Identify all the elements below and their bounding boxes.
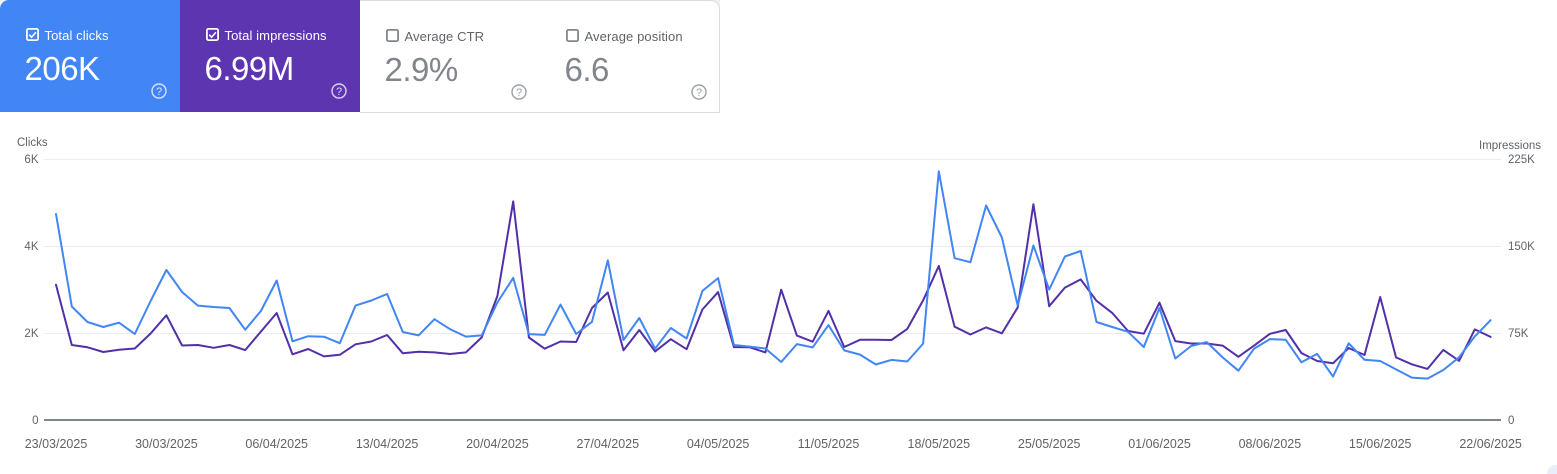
svg-text:18/05/2025: 18/05/2025 [908,437,971,451]
svg-text:Clicks: Clicks [17,137,48,149]
svg-text:11/05/2025: 11/05/2025 [798,437,860,451]
svg-text:13/04/2025: 13/04/2025 [356,437,419,451]
svg-text:15/06/2025: 15/06/2025 [1349,437,1412,451]
svg-text:25/05/2025: 25/05/2025 [1018,437,1081,451]
svg-text:2K: 2K [24,328,38,340]
svg-text:?: ? [696,87,702,99]
svg-text:22/06/2025: 22/06/2025 [1459,437,1522,451]
svg-text:225K: 225K [1508,154,1535,166]
svg-text:04/05/2025: 04/05/2025 [687,437,750,451]
svg-text:Impressions: Impressions [1479,140,1541,152]
svg-text:150K: 150K [1508,241,1535,253]
svg-text:23/03/2025: 23/03/2025 [25,437,88,451]
svg-text:0: 0 [32,415,38,427]
svg-text:?: ? [516,87,522,99]
svg-text:06/04/2025: 06/04/2025 [245,437,308,451]
svg-text:?: ? [156,86,162,98]
svg-text:75K: 75K [1508,328,1529,340]
svg-text:0: 0 [1508,415,1514,427]
svg-text:4K: 4K [24,241,38,253]
svg-text:?: ? [336,86,342,98]
svg-text:6K: 6K [24,154,38,166]
svg-text:01/06/2025: 01/06/2025 [1128,437,1191,451]
svg-text:30/03/2025: 30/03/2025 [135,437,198,451]
svg-text:08/06/2025: 08/06/2025 [1239,437,1302,451]
svg-text:27/04/2025: 27/04/2025 [577,437,640,451]
svg-text:20/04/2025: 20/04/2025 [466,437,529,451]
